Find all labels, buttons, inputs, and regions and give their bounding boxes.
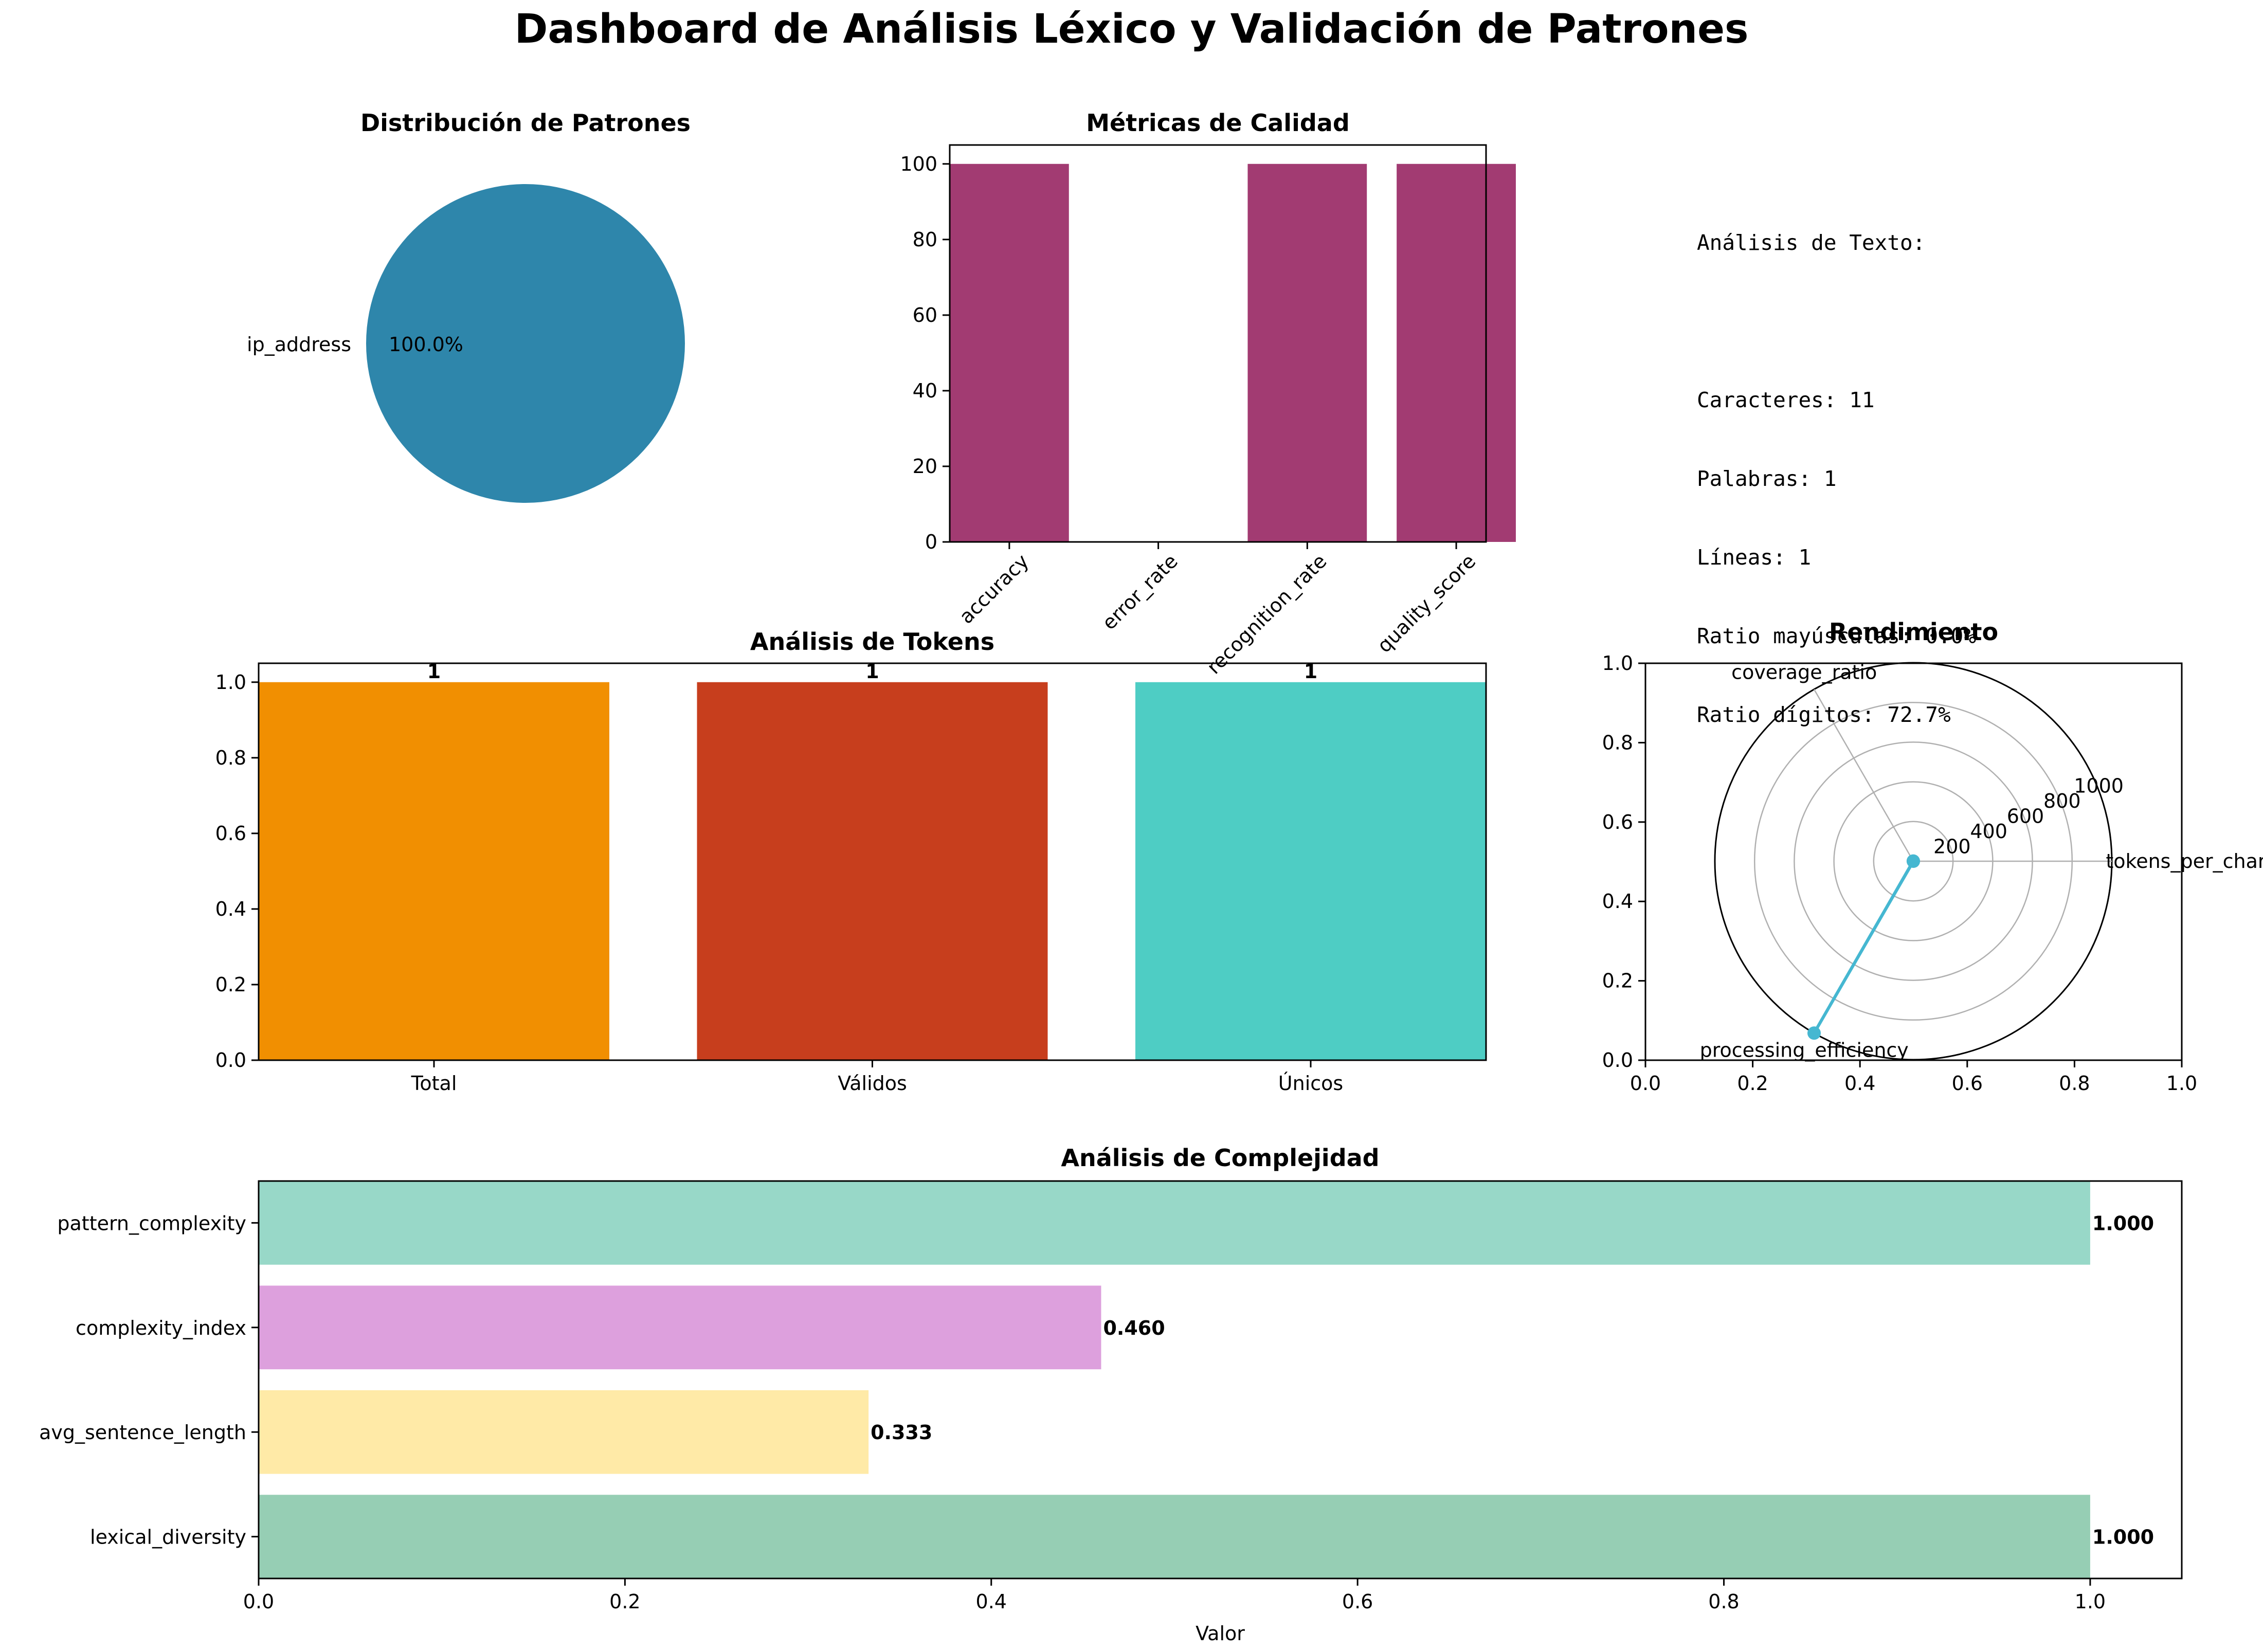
complexity-value-label: 1.000 xyxy=(2092,1212,2154,1235)
tokens-y-tick-label: 1.0 xyxy=(215,671,246,694)
tokens-y-tick-label: 0.4 xyxy=(215,898,246,920)
radar-spoke xyxy=(1813,689,1914,862)
dashboard-title: Dashboard de Análisis Léxico y Validació… xyxy=(514,6,1749,52)
complexity-value-label: 0.333 xyxy=(871,1421,932,1444)
quality-y-tick-label: 80 xyxy=(913,228,937,251)
quality-x-tick-label: accuracy xyxy=(955,550,1033,628)
complexity-x-axis-label: Valor xyxy=(1196,1622,1245,1645)
radar-frame-y-tick-label: 0.2 xyxy=(1602,970,1633,992)
complexity-bar xyxy=(259,1390,869,1474)
complexity-bar xyxy=(259,1181,2090,1265)
pie-label: ip_address xyxy=(247,333,351,356)
radar-frame-y-tick-label: 0.8 xyxy=(1602,731,1633,754)
complexity-title: Análisis de Complejidad xyxy=(1061,1144,1379,1172)
radar-title: Rendimiento xyxy=(1829,618,1998,646)
radar-frame-y-tick-label: 1.0 xyxy=(1602,652,1633,675)
tokens-y-tick-label: 0.0 xyxy=(215,1049,246,1072)
quality-y-tick-label: 40 xyxy=(913,379,937,402)
pie-slice-ip-address xyxy=(366,184,685,503)
radar-frame-y-tick-label: 0.6 xyxy=(1602,811,1633,833)
radar-frame-x-tick-label: 0.0 xyxy=(1630,1072,1661,1095)
complexity-x-tick-label: 0.0 xyxy=(243,1590,274,1613)
complexity-y-tick-label: pattern_complexity xyxy=(57,1212,246,1235)
tokens-title: Análisis de Tokens xyxy=(750,628,994,656)
quality-x-tick-label: recognition_rate xyxy=(1202,550,1331,678)
complexity-bar xyxy=(259,1495,2090,1578)
tokens-y-tick-label: 0.8 xyxy=(215,747,246,769)
radar-r-tick-label: 800 xyxy=(2043,790,2081,812)
complexity-x-tick-label: 1.0 xyxy=(2075,1590,2106,1613)
radar-r-tick-label: 200 xyxy=(1933,835,1971,858)
complexity-x-tick-label: 0.8 xyxy=(1708,1590,1739,1613)
quality-y-tick-label: 60 xyxy=(913,304,937,326)
text-analysis-words: Palabras: 1 xyxy=(1697,466,1837,491)
quality-bar xyxy=(950,164,1069,542)
radar-frame-y-tick-label: 0.4 xyxy=(1602,890,1633,913)
text-analysis-lines: Líneas: 1 xyxy=(1697,545,1812,570)
tokens-x-tick-label: Válidos xyxy=(838,1072,907,1095)
quality-x-tick-label: quality_score xyxy=(1373,550,1480,657)
radar-frame-x-tick-label: 0.2 xyxy=(1737,1072,1768,1095)
text-analysis-spacer xyxy=(1697,308,1976,335)
quality-axes-frame xyxy=(949,144,1487,543)
quality-y-tick-label: 0 xyxy=(925,531,937,553)
complexity-x-tick-label: 0.2 xyxy=(609,1590,640,1613)
radar-point xyxy=(1906,854,1920,868)
quality-y-tick-label: 20 xyxy=(913,455,937,478)
radar-frame-x-tick-label: 0.6 xyxy=(1952,1072,1983,1095)
complexity-y-tick-label: lexical_diversity xyxy=(90,1526,246,1549)
complexity-y-tick-label: complexity_index xyxy=(76,1317,246,1339)
tokens-axes-frame xyxy=(258,662,1487,1061)
radar-axis-label: tokens_per_character xyxy=(2106,850,2263,873)
complexity-x-tick-label: 0.4 xyxy=(976,1590,1007,1613)
text-analysis-heading: Análisis de Texto: xyxy=(1697,230,1926,255)
complexity-value-label: 0.460 xyxy=(1103,1317,1165,1339)
complexity-value-label: 1.000 xyxy=(2092,1526,2154,1549)
quality-title: Métricas de Calidad xyxy=(1086,109,1350,137)
tokens-bar xyxy=(259,682,609,1060)
text-analysis-uppercase-ratio: Ratio mayúsculas: 0.0% xyxy=(1697,624,1977,648)
radar-r-tick-label: 400 xyxy=(1970,820,2007,843)
radar-axis-label: coverage_ratio xyxy=(1731,661,1877,683)
text-analysis-panel: Análisis de Texto: Caracteres: 11 Palabr… xyxy=(1697,177,1976,754)
radar-axis-label: processing_efficiency xyxy=(1700,1039,1909,1062)
tokens-x-tick-label: Total xyxy=(411,1072,457,1095)
quality-bar xyxy=(1397,164,1516,542)
pie-pct-label: 100.0% xyxy=(389,333,463,356)
tokens-y-tick-label: 0.2 xyxy=(215,973,246,996)
text-analysis-digit-ratio: Ratio dígitos: 72.7% xyxy=(1697,702,1951,727)
quality-y-tick-label: 100 xyxy=(900,153,937,175)
complexity-bar xyxy=(259,1285,1101,1370)
tokens-bar xyxy=(1135,682,1486,1060)
tokens-y-tick-label: 0.6 xyxy=(215,822,246,845)
radar-frame-x-tick-label: 0.4 xyxy=(1844,1072,1875,1095)
complexity-x-tick-label: 0.6 xyxy=(1342,1590,1373,1613)
tokens-bar xyxy=(697,682,1048,1060)
quality-x-tick-label: error_rate xyxy=(1098,550,1182,634)
radar-frame-x-tick-label: 1.0 xyxy=(2166,1072,2197,1095)
complexity-axes-frame xyxy=(258,1180,2183,1580)
text-analysis-characters: Caracteres: 11 xyxy=(1697,388,1875,412)
radar-frame-y-tick-label: 0.0 xyxy=(1602,1049,1633,1072)
radar-series-line xyxy=(1813,858,1915,1034)
radar-r-tick-label: 1000 xyxy=(2074,774,2124,797)
radar-frame-x-tick-label: 0.8 xyxy=(2059,1072,2090,1095)
quality-bar xyxy=(1247,164,1367,542)
tokens-x-tick-label: Únicos xyxy=(1278,1072,1343,1095)
complexity-y-tick-label: avg_sentence_length xyxy=(39,1421,246,1444)
radar-r-tick-label: 600 xyxy=(2007,805,2044,827)
pie-title: Distribución de Patrones xyxy=(360,109,691,137)
radar-point xyxy=(1807,1026,1821,1040)
